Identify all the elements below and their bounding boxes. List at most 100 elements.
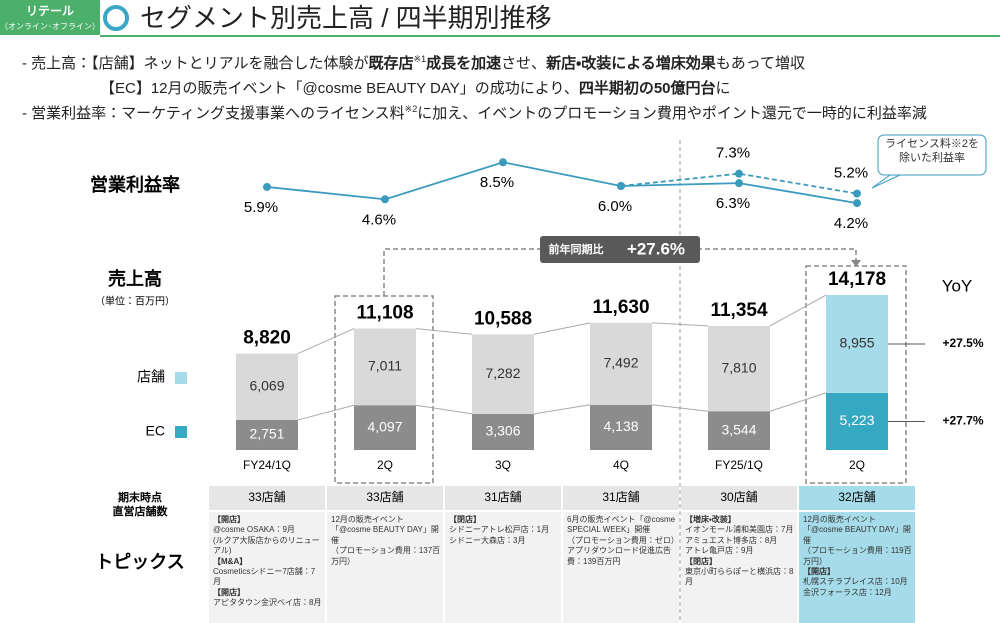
yoy-label: +27.7% [942, 414, 983, 428]
line-value-label: 7.3% [716, 145, 750, 162]
line-point [499, 158, 507, 167]
x-tick-label: FY24/1Q [243, 458, 291, 472]
bullet-text: させ、 [501, 55, 547, 72]
bar-value-label: 7,492 [603, 355, 638, 371]
bar-segment [354, 328, 416, 406]
topic-line: (ルクア大阪店からのリニューアル) [213, 535, 320, 556]
bar-total-label: 11,354 [710, 300, 767, 321]
header-rule [100, 35, 1000, 37]
topic-cell [209, 512, 325, 623]
x-tick-label: FY25/1Q [715, 458, 763, 472]
topic-cell [799, 512, 915, 623]
topic-list: 【増床・改装】 イオンモール浦和美園店：7月 アミュエスト博多店：8月 アトレ亀戸店：… [685, 515, 795, 588]
bar-title: 売上高 [108, 268, 162, 289]
callout-text: ライセンス料※2を除いた利益率 [885, 138, 979, 164]
topic-line: （プロモーション費用：ゼロ） [567, 535, 679, 545]
store-count-cell [681, 486, 797, 510]
bar-value-label: 7,282 [485, 365, 520, 381]
bar-value-label: 4,097 [367, 418, 402, 434]
bar-value-label: 3,306 [485, 423, 520, 439]
line-value-label: 4.2% [834, 215, 868, 232]
topic-line: シドニー大森店：3月 [449, 535, 526, 545]
compare-callout [540, 236, 700, 263]
bullet-text: - 売上高：【店舗】ネットとリアルを融合した体験が [22, 55, 369, 72]
x-tick-label: 2Q [849, 458, 865, 472]
connector [297, 328, 355, 355]
topic-line: 金沢フォーラス店：12月 [803, 587, 892, 597]
tag: リテール [26, 4, 74, 18]
bar-segment [590, 404, 652, 450]
line-value-label: 5.2% [834, 165, 868, 182]
connector [769, 294, 827, 327]
compare-label: 前年同期比 [549, 242, 604, 256]
bar-segment [236, 353, 298, 420]
store-count-cell [209, 486, 325, 510]
bar-value-label: 2,751 [249, 426, 284, 442]
topic-line: 東京小町ららぽーと横浜店：8月 [685, 566, 794, 587]
bullet-text: 【EC】12月の販売イベント「@cosme BEAUTY DAY」の成功により、 [100, 80, 579, 97]
topic-line: アトレ亀戸店：9月 [685, 546, 754, 556]
bar-segment [826, 295, 888, 393]
legend-label: 店舗 [137, 369, 165, 385]
bullet-line: - 売上高：【店舗】ネットとリアルを融合した体験が既存店※1成長を加速させ、新店… [22, 52, 805, 73]
bar-segment [826, 392, 888, 450]
connector [651, 404, 709, 412]
row-label: トピックス [95, 552, 184, 572]
topic-line: 札幌ステラプレイス店：10月 [803, 577, 908, 587]
topic-line: アピタタウン金沢ベイ店：8月 [213, 598, 322, 608]
x-tick-label: 4Q [613, 458, 629, 472]
bar-value-label: 4,138 [603, 418, 638, 434]
tag-sub: （オンライン･オフライン） [0, 22, 100, 31]
store-count: 30店舗 [720, 490, 757, 504]
legend-label: EC [146, 423, 165, 439]
bar-segment [472, 334, 534, 414]
connector [415, 404, 473, 415]
bar-total-label: 10,588 [474, 308, 532, 329]
bullet-text: に [715, 80, 731, 97]
title: セグメント別売上高 / 四半期別推移 [140, 3, 552, 33]
bullet-text: 四半期初の50億円台 [578, 80, 716, 97]
x-tick-label: 3Q [495, 458, 511, 472]
store-count: 33店舗 [366, 490, 403, 504]
topic-cell [327, 512, 443, 623]
bar-segment [708, 325, 770, 412]
store-count-cell [799, 486, 915, 510]
yoy-title: YoY [942, 276, 973, 295]
topic-line: 6月の販売イベント「@cosme SPECIAL WEEK」開催 [567, 515, 676, 535]
topic-line: 【開店】 [213, 515, 245, 524]
bar-segment [236, 419, 298, 450]
line-value-label: 8.5% [480, 174, 514, 191]
line [266, 161, 858, 204]
bar-total-label: 11,108 [356, 303, 413, 324]
topic-line: 【閉店】 [449, 515, 481, 524]
yoy-label: +27.5% [942, 336, 983, 350]
topic-line: アプリダウンロード促進広告費：139百万円 [567, 546, 671, 566]
bullet-text: - 営業利益率：マーケティング支援事業へのライセンス料 [22, 105, 405, 122]
topic-line: 【M&A】 [213, 556, 248, 566]
row-label: 期末時点 [118, 490, 162, 504]
store-count: 31店舗 [602, 490, 639, 504]
compare-arrow [851, 260, 861, 267]
bar-value-label: 5,223 [839, 412, 874, 428]
topic-cell [563, 512, 679, 623]
topic-cell [681, 512, 797, 623]
bar-total-label: 8,820 [243, 328, 291, 349]
connector [297, 404, 355, 421]
bar-segment [354, 405, 416, 450]
bar-value-label: 7,810 [721, 359, 756, 375]
topic-line: 【閉店】 [685, 556, 717, 566]
topic-line: 【増床・改装】 [685, 515, 736, 524]
bullet-text: ※2 [404, 104, 418, 114]
bullet-text: 既存店 [368, 55, 414, 72]
bullet-line: - 営業利益率：マーケティング支援事業へのライセンス料※2に加え、イベントのプロ… [22, 102, 927, 123]
bar-total-label: 14,178 [828, 269, 886, 290]
line-point [735, 169, 743, 178]
store-count-cell [327, 486, 443, 510]
connector [651, 322, 709, 327]
title-icon [103, 5, 129, 31]
bar-value-label: 8,955 [839, 335, 874, 351]
topic-line: 【開店】 [213, 587, 245, 597]
